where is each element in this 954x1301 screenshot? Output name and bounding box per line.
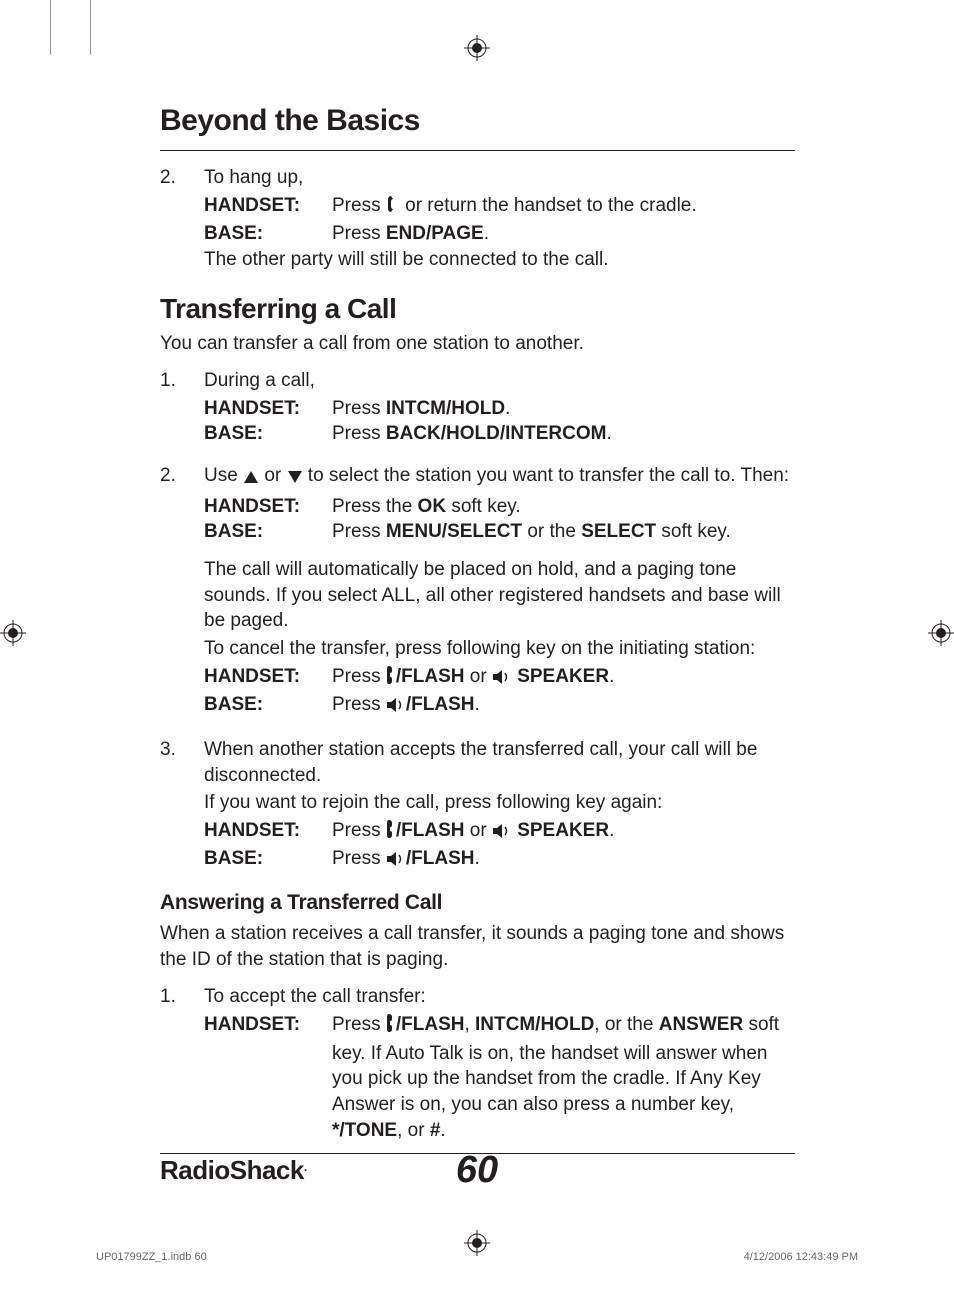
step-para: When another station accepts the transfe… (204, 737, 795, 788)
handset-label: HANDSET: (204, 396, 332, 422)
base-label: BASE: (204, 692, 332, 721)
handset-value: Press /FLASH, INTCM/HOLD, or the ANSWER … (332, 1012, 795, 1143)
step-number: 3. (160, 737, 204, 875)
list-item: 2. To hang up, HANDSET: Press or return … (160, 165, 795, 275)
handset-label: HANDSET: (204, 664, 332, 693)
speaker-icon (492, 821, 512, 847)
step-intro: To accept the call transfer: (204, 984, 795, 1010)
base-label: BASE: (204, 519, 332, 545)
base-value: Press /FLASH. (332, 692, 795, 721)
step-intro: During a call, (204, 368, 795, 394)
registration-mark-icon (464, 35, 490, 61)
base-value: Press /FLASH. (332, 846, 795, 875)
handset-value: Press INTCM/HOLD. (332, 396, 795, 422)
talk-icon (386, 819, 396, 847)
handset-value: Press the OK soft key. (332, 494, 795, 520)
step-number: 1. (160, 368, 204, 447)
list-item: 2. Use or to select the station you want… (160, 463, 795, 721)
base-value: Press BACK/HOLD/INTERCOM. (332, 421, 795, 447)
section-heading: Transferring a Call (160, 293, 795, 325)
step-number: 1. (160, 984, 204, 1143)
base-label: BASE: (204, 421, 332, 447)
crop-mark (90, 0, 92, 55)
slug-date: 4/12/2006 12:43:49 PM (744, 1251, 858, 1263)
base-label: BASE: (204, 846, 332, 875)
radioshack-logo: RadioShack. (160, 1155, 307, 1186)
list-item: 3. When another station accepts the tran… (160, 737, 795, 875)
step-number: 2. (160, 463, 204, 721)
speaker-icon (386, 695, 406, 721)
handset-label: HANDSET: (204, 1012, 332, 1143)
step-number: 2. (160, 165, 204, 275)
list-item: 1. During a call, HANDSET: Press INTCM/H… (160, 368, 795, 447)
list-item: 1. To accept the call transfer: HANDSET:… (160, 984, 795, 1143)
speaker-icon (386, 849, 406, 875)
step-para: To cancel the transfer, press following … (204, 636, 795, 662)
talk-icon (386, 1013, 396, 1041)
handset-label: HANDSET: (204, 818, 332, 847)
step-para: If you want to rejoin the call, press fo… (204, 790, 795, 816)
crop-mark (50, 0, 81, 55)
registration-mark-icon (928, 620, 954, 646)
step-intro: To hang up, (204, 165, 795, 191)
base-value: Press END/PAGE. (332, 221, 795, 247)
step-intro: Use or to select the station you want to… (204, 463, 795, 492)
subsection-intro: When a station receives a call transfer,… (160, 921, 795, 972)
page-title: Beyond the Basics (160, 104, 795, 138)
up-arrow-icon (243, 466, 259, 492)
base-value: Press MENU/SELECT or the SELECT soft key… (332, 519, 795, 545)
base-label: BASE: (204, 221, 332, 247)
page-footer: RadioShack. 60 (160, 1155, 794, 1186)
divider (160, 150, 795, 151)
handset-value: Press or return the handset to the cradl… (332, 193, 795, 222)
print-slug: UP01799ZZ_1.indb 60 4/12/2006 12:43:49 P… (96, 1251, 858, 1263)
subsection-heading: Answering a Transferred Call (160, 891, 795, 915)
slug-file: UP01799ZZ_1.indb 60 (96, 1251, 207, 1263)
handset-value: Press /FLASH or SPEAKER. (332, 818, 795, 847)
step-para: The call will automatically be placed on… (204, 557, 795, 634)
down-arrow-icon (287, 466, 303, 492)
step-note: The other party will still be connected … (204, 247, 795, 273)
handset-value: Press /FLASH or SPEAKER. (332, 664, 795, 693)
speaker-icon (492, 667, 512, 693)
talk-icon (386, 665, 396, 693)
section-intro: You can transfer a call from one station… (160, 331, 795, 357)
handset-label: HANDSET: (204, 494, 332, 520)
end-call-icon (386, 194, 400, 222)
handset-label: HANDSET: (204, 193, 332, 222)
registration-mark-icon (0, 620, 26, 646)
page-number: 60 (456, 1149, 498, 1192)
